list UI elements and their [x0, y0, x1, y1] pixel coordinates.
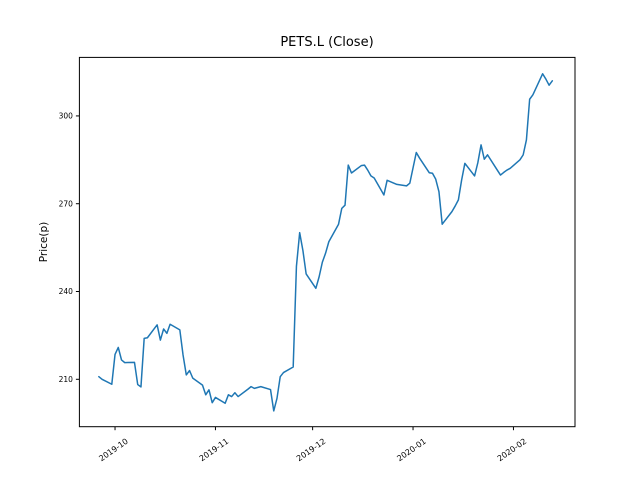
y-tick-label: 300: [59, 112, 74, 121]
y-tick-label: 240: [59, 287, 74, 296]
y-tick-label: 270: [59, 199, 74, 208]
x-tick-label: 2019-11: [198, 437, 231, 464]
x-tick-label: 2020-01: [395, 437, 428, 464]
close-price-line: [98, 73, 554, 412]
x-tick-label: 2019-12: [295, 437, 328, 464]
x-tick-label: 2019-10: [97, 437, 130, 464]
chart-title: PETS.L (Close): [280, 35, 374, 50]
y-axis-label: Price(p): [38, 221, 50, 263]
x-tick-label: 2020-02: [496, 437, 529, 464]
plot-frame: [78, 56, 576, 428]
y-tick-label: 210: [59, 375, 74, 384]
